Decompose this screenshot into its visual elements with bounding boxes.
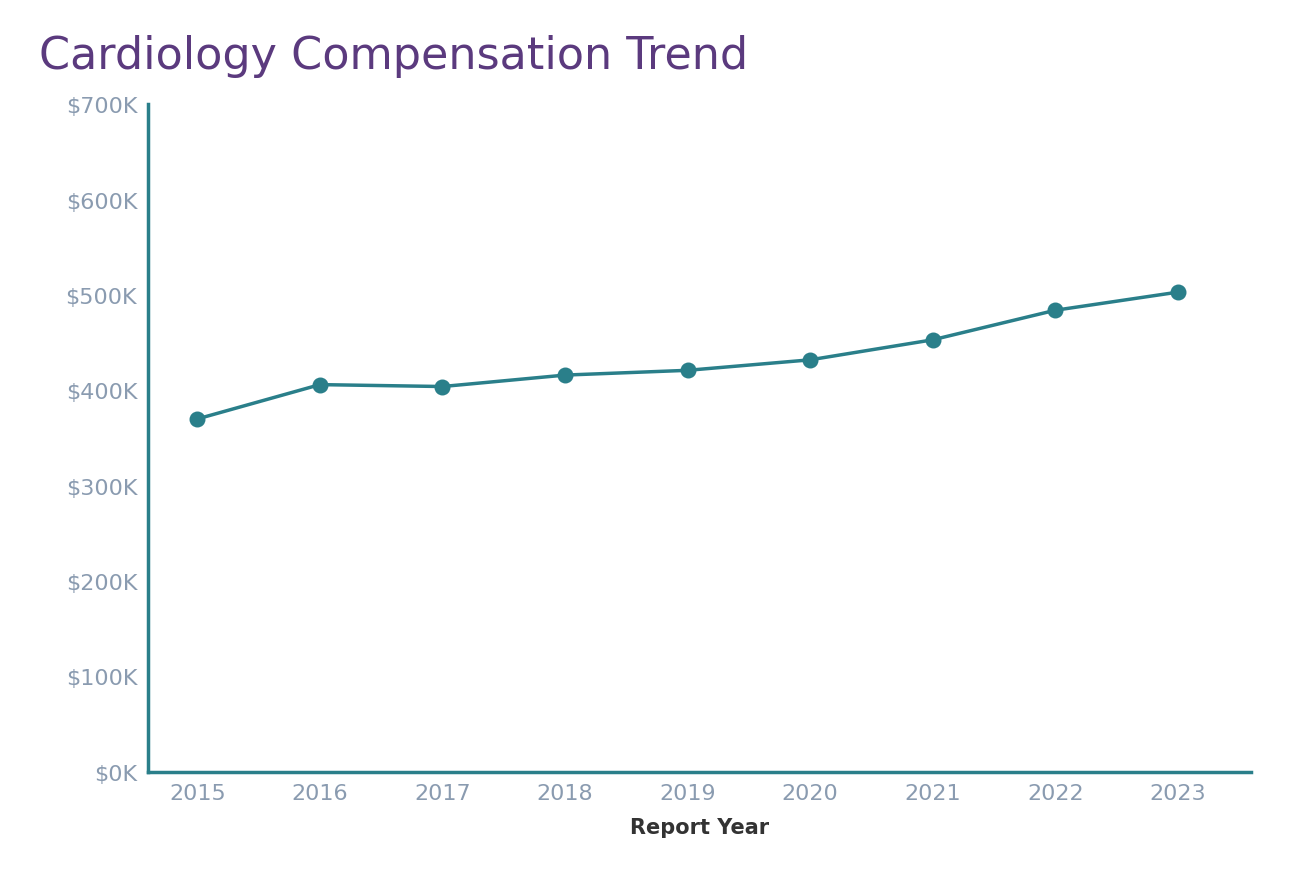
Text: Cardiology Compensation Trend: Cardiology Compensation Trend — [39, 35, 748, 78]
X-axis label: Report Year: Report Year — [631, 816, 769, 837]
